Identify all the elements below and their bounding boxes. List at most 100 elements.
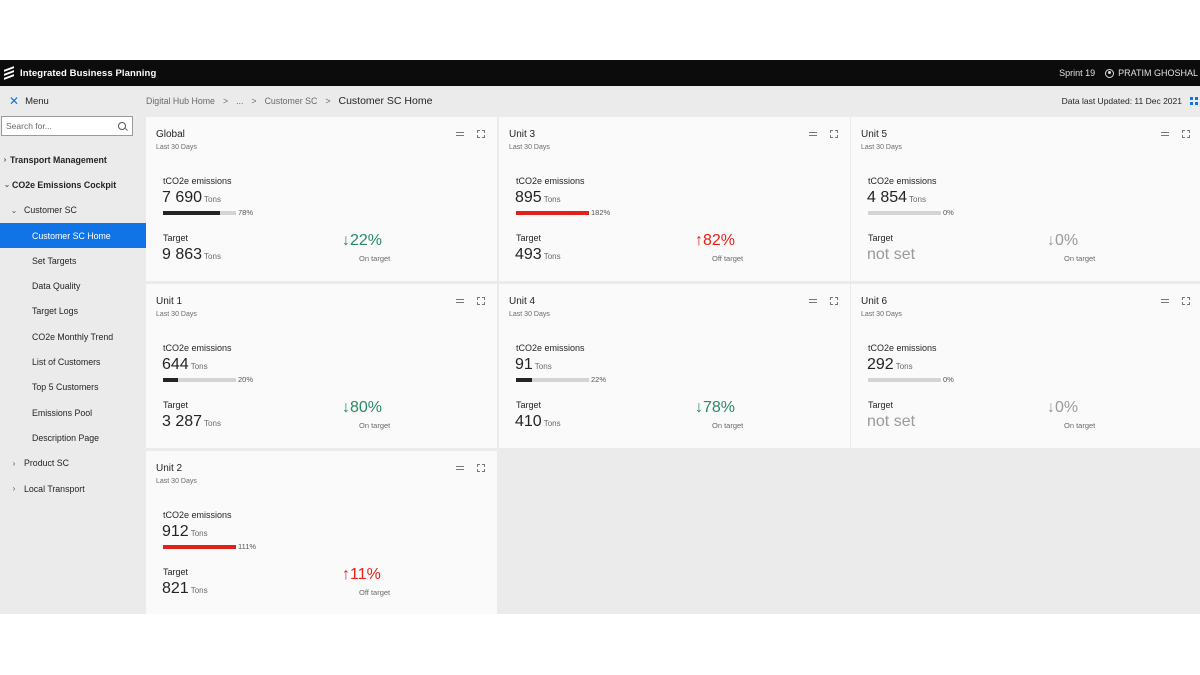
search-box [1, 116, 133, 136]
tile-title: Unit 3 [509, 129, 536, 140]
filter-icon[interactable] [456, 297, 464, 305]
sidebar-item-target-logs[interactable]: Target Logs [0, 299, 146, 324]
menu-toggle-button[interactable]: ✕ Menu [0, 86, 146, 116]
maximize-icon[interactable] [477, 130, 485, 138]
target-status: On target [359, 421, 391, 430]
emissions-label: tCO2e emissions [516, 176, 585, 186]
emissions-progress-bar [868, 211, 941, 215]
kpi-tile-unit-5[interactable]: Unit 5 Last 30 Days tCO2e emissions 4 854 To… [851, 117, 1200, 281]
breadcrumb-separator: > [251, 96, 257, 106]
tile-period: Last 30 Days [861, 144, 902, 151]
filter-icon[interactable] [809, 130, 817, 138]
sidebar-item-customer-sc-home[interactable]: Customer SC Home [0, 222, 146, 249]
target-unit: Tons [190, 586, 208, 595]
emissions-unit: Tons [543, 195, 561, 204]
emissions-value: 895 [515, 189, 542, 206]
target-value: 3 287 [162, 413, 203, 430]
emissions-value-row: 4 854 Tons [867, 189, 926, 207]
emissions-unit: Tons [204, 195, 221, 204]
progress-percent: 0% [943, 375, 954, 384]
maximize-icon[interactable] [1182, 130, 1190, 138]
target-value-row: 410 Tons [515, 413, 561, 431]
search-input[interactable] [6, 121, 116, 131]
company-logo-icon [4, 66, 16, 80]
sidebar-item-label: Product SC [24, 458, 69, 469]
kpi-tile-unit-4[interactable]: Unit 4 Last 30 Days tCO2e emissions 91 Tons 2… [499, 284, 850, 448]
progress-fill [516, 211, 589, 215]
sidebar-item-data-quality[interactable]: Data Quality [0, 273, 146, 298]
maximize-icon[interactable] [477, 297, 485, 305]
emissions-value-row: 644 Tons [162, 356, 208, 374]
target-value-row: 493 Tons [515, 246, 561, 264]
target-unit: Tons [543, 419, 561, 428]
delta-percent: ↓0% [1047, 399, 1079, 416]
emissions-label: tCO2e emissions [516, 343, 585, 353]
sidebar-item-transport-management[interactable]: › Transport Management [0, 147, 146, 172]
filter-icon[interactable] [456, 464, 464, 472]
app-window: Integrated Business Planning Sprint 19 P… [0, 60, 1200, 614]
page-header: Digital Hub Home > ... > Customer SC > C… [146, 86, 1200, 116]
tile-title: Unit 2 [156, 463, 183, 474]
maximize-icon[interactable] [830, 297, 838, 305]
sidebar-item-emissions-pool[interactable]: Emissions Pool [0, 400, 146, 425]
sidebar-item-list-of-customers[interactable]: List of Customers [0, 349, 146, 374]
sidebar-item-local-transport[interactable]: › Local Transport [0, 476, 146, 501]
sidebar-item-description-page[interactable]: Description Page [0, 425, 146, 450]
filter-icon[interactable] [809, 297, 817, 305]
delta-percent: ↓0% [1047, 232, 1079, 249]
sidebar: ✕ Menu › Transport Management ⌄ CO2e Emi… [0, 86, 146, 614]
target-label: Target [516, 233, 542, 243]
filter-icon[interactable] [456, 130, 464, 138]
target-status: On target [712, 421, 744, 430]
emissions-unit: Tons [190, 362, 208, 371]
maximize-icon[interactable] [1182, 297, 1190, 305]
target-value-row: 9 863 Tons [162, 246, 221, 264]
target-unit: Tons [204, 419, 221, 428]
app-grid-icon[interactable] [1190, 97, 1198, 105]
breadcrumb-customer-sc[interactable]: Customer SC [264, 96, 318, 106]
delta-percent: ↑82% [695, 232, 736, 249]
target-value-row: not set [867, 413, 917, 431]
emissions-unit: Tons [534, 362, 552, 371]
target-value-row: 821 Tons [162, 580, 208, 598]
tile-title: Global [156, 129, 185, 140]
progress-percent: 20% [238, 375, 254, 384]
maximize-icon[interactable] [477, 464, 485, 472]
user-name[interactable]: PRATIM GHOSHAL [1118, 68, 1198, 78]
emissions-progress-bar [516, 211, 589, 215]
emissions-label: tCO2e emissions [163, 176, 232, 186]
sidebar-item-label: Top 5 Customers [32, 382, 99, 393]
sidebar-item-product-sc[interactable]: › Product SC [0, 451, 146, 476]
sidebar-item-set-targets[interactable]: Set Targets [0, 248, 146, 273]
sidebar-item-co2e-emissions-cockpit[interactable]: ⌄ CO2e Emissions Cockpit [0, 172, 146, 197]
filter-icon[interactable] [1161, 130, 1169, 138]
target-status: Off target [712, 254, 744, 263]
progress-percent: 78% [238, 208, 254, 217]
kpi-tile-unit-3[interactable]: Unit 3 Last 30 Days tCO2e emissions 895 Tons… [499, 117, 850, 281]
breadcrumb-ellipsis[interactable]: ... [236, 96, 244, 106]
search-icon[interactable] [118, 122, 126, 130]
emissions-label: tCO2e emissions [868, 176, 937, 186]
target-unit: Tons [543, 252, 561, 261]
kpi-tile-unit-2[interactable]: Unit 2 Last 30 Days tCO2e emissions 912 Tons… [146, 451, 497, 614]
kpi-tile-unit-6[interactable]: Unit 6 Last 30 Days tCO2e emissions 292 Tons… [851, 284, 1200, 448]
target-value: 493 [515, 246, 542, 263]
progress-percent: 182% [591, 208, 611, 217]
close-icon: ✕ [9, 94, 20, 108]
tile-period: Last 30 Days [156, 311, 197, 318]
target-label: Target [868, 233, 894, 243]
emissions-progress-bar [868, 378, 941, 382]
sidebar-item-top-5-customers[interactable]: Top 5 Customers [0, 375, 146, 400]
sidebar-item-label: Set Targets [32, 255, 77, 266]
chevron-down-icon: ⌄ [10, 205, 18, 215]
maximize-icon[interactable] [830, 130, 838, 138]
breadcrumb-digital-hub-home[interactable]: Digital Hub Home [146, 96, 215, 106]
filter-icon[interactable] [1161, 297, 1169, 305]
kpi-tile-global[interactable]: Global Last 30 Days tCO2e emissions 7 690 To… [146, 117, 497, 281]
top-bar: Integrated Business Planning Sprint 19 P… [0, 60, 1200, 86]
sidebar-item-co2e-monthly-trend[interactable]: CO2e Monthly Trend [0, 324, 146, 349]
sidebar-item-customer-sc[interactable]: ⌄ Customer SC [0, 198, 146, 223]
sidebar-item-label: Customer SC Home [32, 230, 111, 241]
kpi-tile-unit-1[interactable]: Unit 1 Last 30 Days tCO2e emissions 644 Tons… [146, 284, 497, 448]
emissions-label: tCO2e emissions [868, 343, 937, 353]
